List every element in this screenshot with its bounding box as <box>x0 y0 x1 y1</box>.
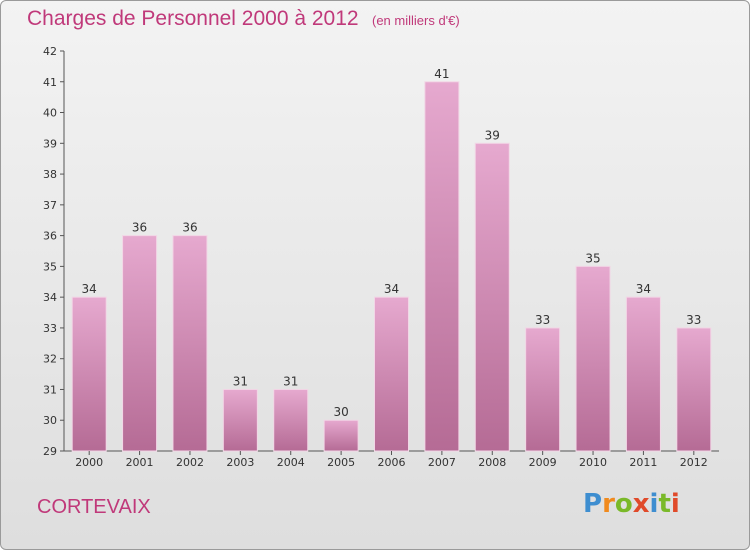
x-tick-label-2009: 2009 <box>529 456 557 469</box>
value-label-2010: 35 <box>585 251 600 265</box>
x-tick-label-2010: 2010 <box>579 456 607 469</box>
bar-2006 <box>374 296 409 452</box>
y-tick-label: 34 <box>43 291 57 304</box>
bar-2004 <box>273 388 309 452</box>
bar-2002 <box>172 235 208 452</box>
value-label-2000: 34 <box>82 282 97 296</box>
value-label-2011: 34 <box>636 282 651 296</box>
logo-letter: i <box>670 489 680 519</box>
y-tick-label: 32 <box>43 353 57 366</box>
x-tick-label-2003: 2003 <box>226 456 254 469</box>
bar-2005 <box>323 419 359 452</box>
y-tick-label: 29 <box>43 445 57 458</box>
bar-2008 <box>474 142 510 452</box>
value-label-2001: 36 <box>132 221 147 235</box>
y-tick-label: 37 <box>43 199 57 212</box>
x-tick-label-2006: 2006 <box>378 456 406 469</box>
y-tick-label: 38 <box>43 168 57 181</box>
x-tick-label-2000: 2000 <box>75 456 103 469</box>
value-label-2012: 33 <box>686 313 701 327</box>
chart-unit-note: (en milliers d'€) <box>372 13 460 28</box>
value-label-2006: 34 <box>384 282 399 296</box>
y-tick-label: 30 <box>43 414 57 427</box>
value-label-2003: 31 <box>233 374 248 388</box>
logo-letter: i <box>649 489 659 519</box>
commune-name: CORTEVAIX <box>37 496 151 518</box>
value-label-2007: 41 <box>434 67 449 81</box>
bar-2012 <box>676 327 712 452</box>
value-label-2002: 36 <box>182 221 197 235</box>
logo-letter: r <box>602 489 615 519</box>
x-tick-label-2002: 2002 <box>176 456 204 469</box>
y-tick-label: 31 <box>43 383 57 396</box>
logo-letter: x <box>632 489 650 519</box>
y-tick-label: 33 <box>43 322 57 335</box>
bar-2011 <box>625 296 661 452</box>
bar-2007 <box>424 81 460 452</box>
value-label-2004: 31 <box>283 374 298 388</box>
y-tick-label: 36 <box>43 230 57 243</box>
x-tick-label-2012: 2012 <box>680 456 708 469</box>
value-label-2009: 33 <box>535 313 550 327</box>
bar-2009 <box>525 327 561 452</box>
x-tick-label-2004: 2004 <box>277 456 305 469</box>
logo-letter: t <box>658 489 671 519</box>
y-tick-label: 42 <box>43 45 57 58</box>
y-tick-label: 41 <box>43 76 57 89</box>
x-tick-label-2007: 2007 <box>428 456 456 469</box>
bar-2003 <box>222 388 258 452</box>
y-tick-label: 40 <box>43 107 57 120</box>
x-tick-label-2008: 2008 <box>478 456 506 469</box>
x-tick-label-2001: 2001 <box>126 456 154 469</box>
y-tick-label: 35 <box>43 260 57 273</box>
x-tick-label-2011: 2011 <box>629 456 657 469</box>
logo-letter: o <box>614 489 633 519</box>
logo-letter: P <box>583 489 603 519</box>
chart-title: Charges de Personnel 2000 à 2012 <box>27 7 359 30</box>
bar-2001 <box>122 235 158 452</box>
value-label-2005: 30 <box>333 405 348 419</box>
y-tick-label: 39 <box>43 137 57 150</box>
proxiti-logo: Proxiti <box>583 489 680 519</box>
x-tick-label-2005: 2005 <box>327 456 355 469</box>
value-label-2008: 39 <box>485 128 500 142</box>
bar-2010 <box>575 265 611 452</box>
bar-2000 <box>71 296 107 452</box>
